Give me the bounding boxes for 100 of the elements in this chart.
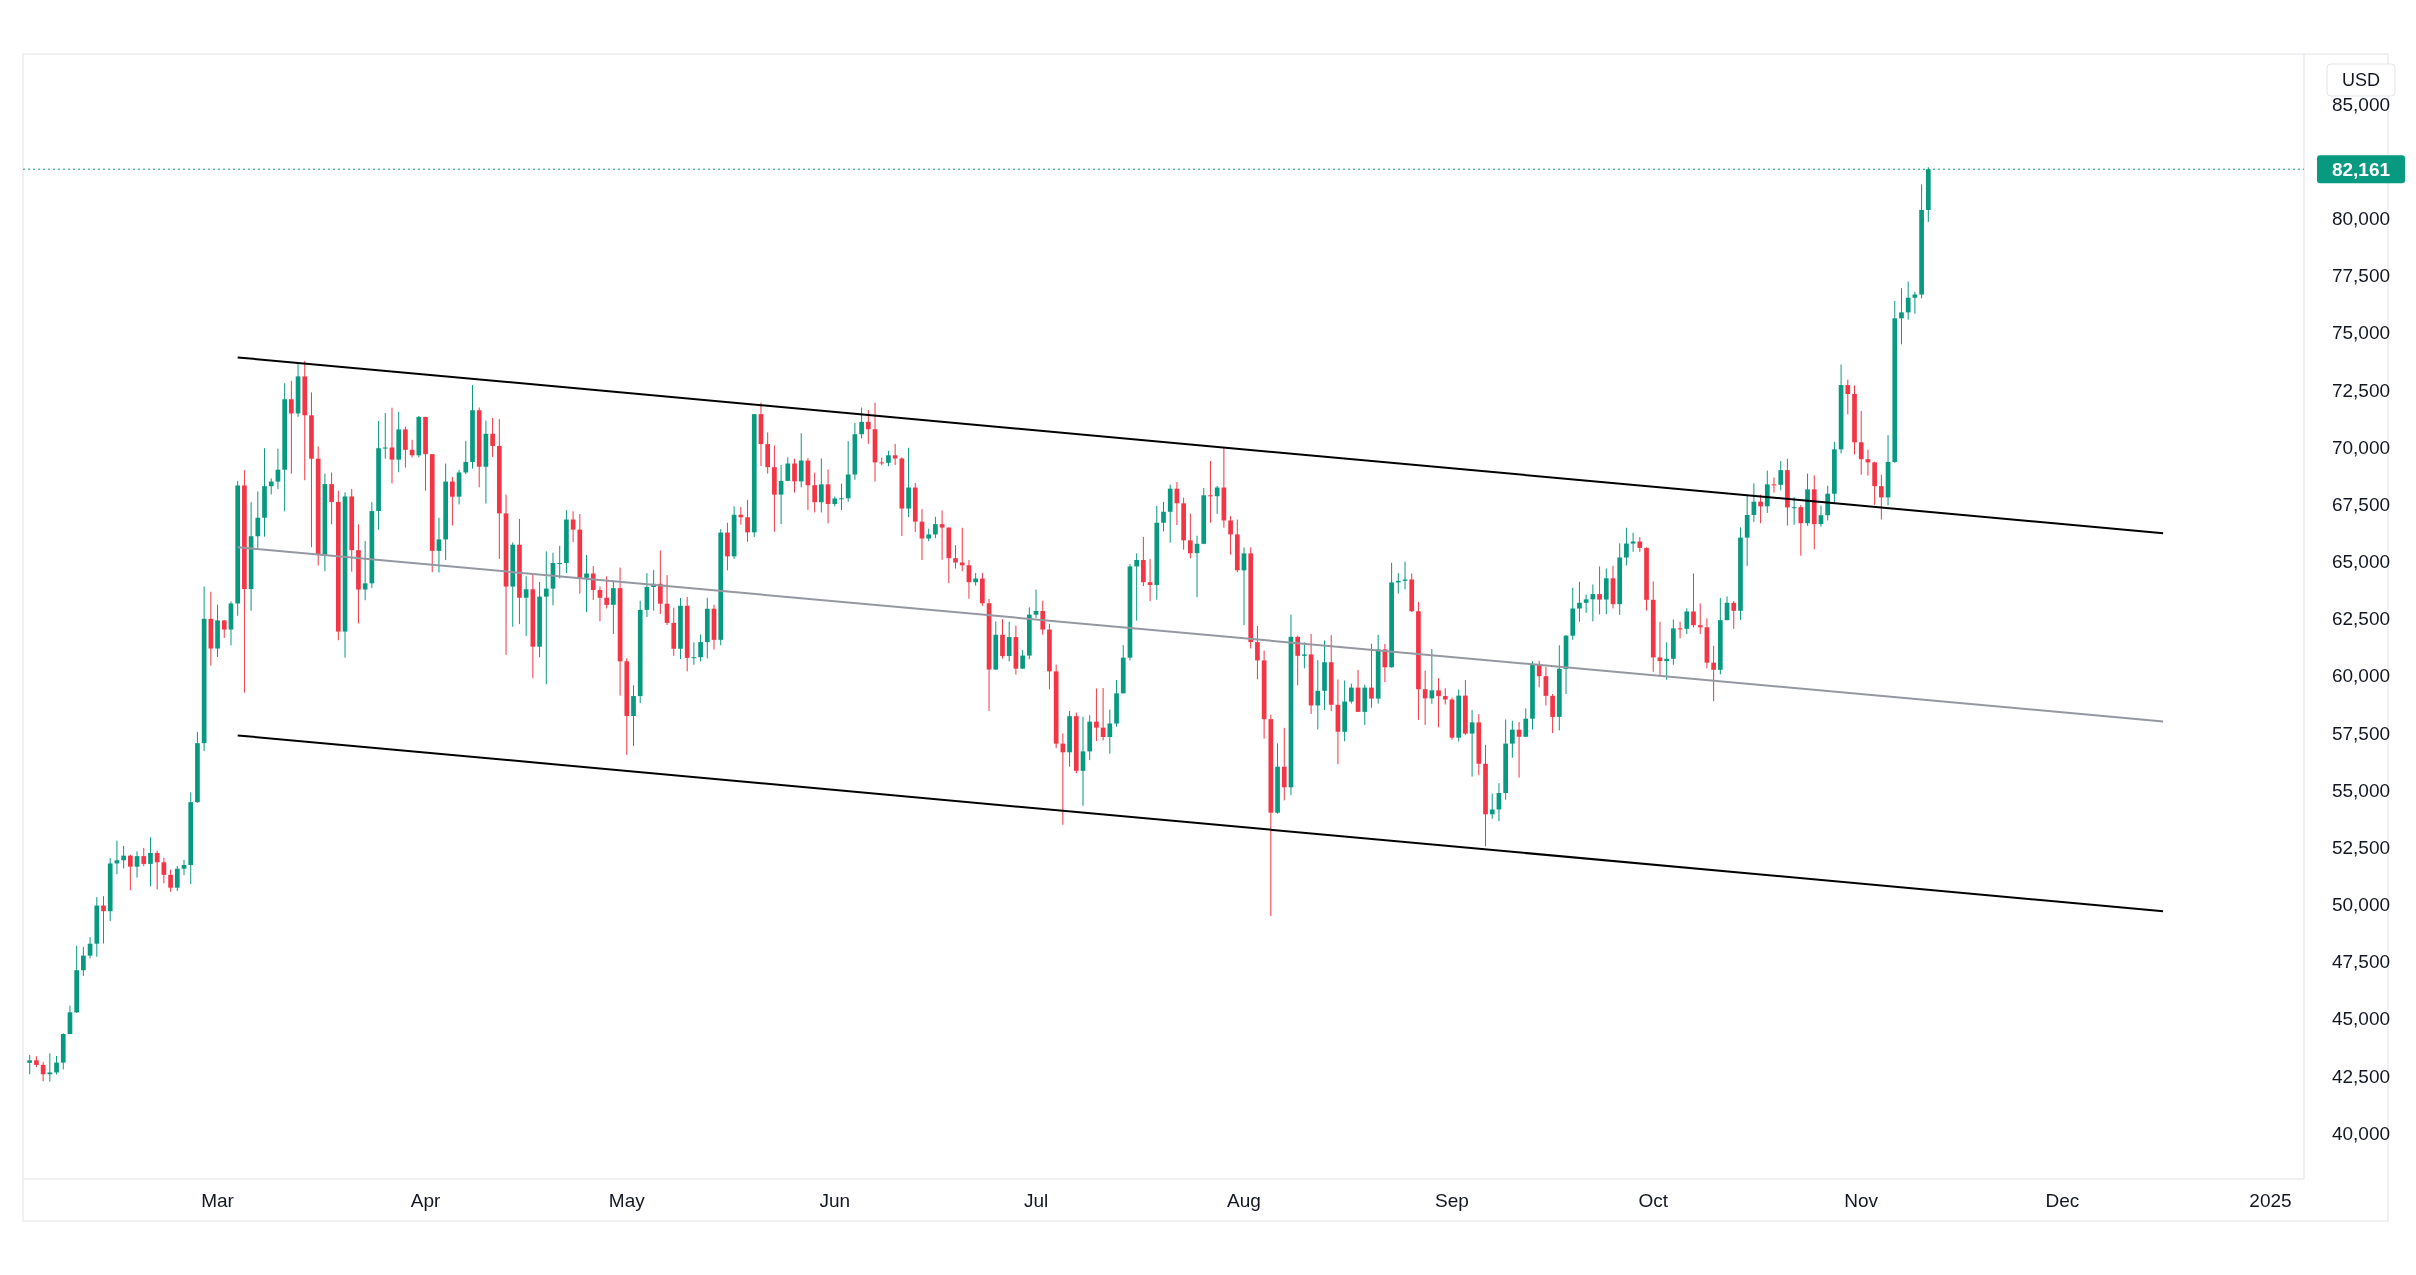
candlestick <box>798 432 804 488</box>
candlestick <box>1187 513 1193 559</box>
x-tick-label: Oct <box>1638 1189 1669 1211</box>
candlestick <box>47 1052 53 1083</box>
x-tick-label: Jul <box>1023 1189 1049 1211</box>
y-tick-label: 50,000 <box>2331 894 2391 916</box>
candlestick <box>255 490 261 549</box>
candlestick <box>329 471 334 525</box>
candlestick <box>27 1054 33 1075</box>
candlestick <box>611 580 616 635</box>
x-tick-label: Nov <box>1844 1189 1879 1211</box>
candlestick <box>1369 643 1374 709</box>
candlestick <box>1255 625 1260 680</box>
candlestick <box>1657 621 1663 677</box>
candlestick <box>1872 461 1877 506</box>
y-tick-label: 72,500 <box>2331 379 2391 401</box>
y-tick-label: 57,500 <box>2331 722 2391 744</box>
candlestick <box>584 554 589 613</box>
candlestick <box>54 1055 59 1075</box>
candlestick <box>604 575 610 609</box>
candlestick <box>1691 573 1696 628</box>
y-axis-title: USD <box>2341 70 2381 90</box>
candlestick <box>1040 600 1046 636</box>
candlestick <box>906 447 911 518</box>
candlestick <box>819 458 824 513</box>
y-tick-label: 52,500 <box>2331 836 2391 858</box>
candlestick <box>148 836 153 887</box>
candlestick <box>1402 561 1408 591</box>
candlestick <box>1094 688 1099 742</box>
candlestick <box>1778 460 1784 491</box>
candlestick <box>1624 527 1629 567</box>
candlestick <box>1141 536 1146 587</box>
candlestick <box>1684 607 1690 635</box>
candlestick <box>1583 594 1589 614</box>
candlestick <box>1161 501 1166 532</box>
candlestick <box>792 458 797 494</box>
candlestick <box>127 854 133 891</box>
candlestick <box>1597 565 1602 615</box>
candlestick <box>1899 287 1904 345</box>
candlestick <box>1845 379 1851 415</box>
y-tick-label: 80,000 <box>2331 208 2391 230</box>
candlestick <box>382 412 388 460</box>
candlestick <box>1000 618 1005 660</box>
candlestick <box>1744 495 1750 567</box>
candlestick <box>1436 677 1441 728</box>
candlestick <box>1577 581 1582 623</box>
y-tick-label: 65,000 <box>2331 551 2391 573</box>
candlestick <box>1147 558 1153 602</box>
candlestick <box>403 426 408 469</box>
candlestick <box>154 850 160 891</box>
candlestick <box>1798 504 1804 557</box>
candlestick <box>523 575 529 637</box>
candlestick <box>463 440 469 475</box>
y-tick-label: 42,500 <box>2331 1065 2391 1087</box>
candlestick <box>1134 552 1140 622</box>
candlestick <box>134 850 140 879</box>
candlestick <box>362 540 368 601</box>
candlestick <box>557 545 563 580</box>
candlestick <box>1033 589 1039 619</box>
y-tick-label: 47,500 <box>2331 951 2391 973</box>
candlestick <box>121 845 126 869</box>
candlestick <box>1697 602 1703 635</box>
candlestick <box>1764 470 1770 514</box>
candlestick <box>490 417 495 458</box>
candlestick <box>1228 515 1233 556</box>
candlestick <box>101 895 106 944</box>
candlestick <box>1664 641 1670 681</box>
candlestick <box>590 565 596 601</box>
candlestick <box>168 869 173 893</box>
x-tick-label: Aug <box>1227 1189 1261 1211</box>
candlestick <box>933 516 938 539</box>
candlestick <box>1295 635 1301 686</box>
candlestick <box>1349 683 1354 705</box>
candlestick <box>1302 641 1307 669</box>
candlestick <box>1858 410 1864 476</box>
x-tick-label: Dec <box>2045 1189 2080 1211</box>
x-tick-label: Apr <box>410 1189 441 1211</box>
candlestick <box>1208 460 1213 524</box>
candlestick <box>1214 485 1220 515</box>
candlestick <box>865 409 871 445</box>
candlestick <box>939 509 945 561</box>
x-tick-label: 2025 <box>2249 1189 2292 1211</box>
candlestick <box>859 407 864 439</box>
y-tick-label: 75,000 <box>2331 322 2391 344</box>
candlestick <box>1006 621 1012 663</box>
x-tick-label: Sep <box>1435 1189 1469 1211</box>
candlestick <box>1523 707 1529 738</box>
y-tick-label: 67,500 <box>2331 493 2391 515</box>
candlestick <box>174 865 180 892</box>
candlestick <box>745 499 750 543</box>
candlestick <box>1315 659 1321 730</box>
candlestick <box>725 522 730 571</box>
candlestick <box>1489 793 1495 820</box>
candlestick <box>631 684 636 747</box>
candlestick <box>1167 484 1173 544</box>
y-tick-label: 40,000 <box>2331 1122 2391 1144</box>
candlestick <box>1510 720 1515 759</box>
candlestick <box>1469 709 1475 778</box>
y-tick-label: 60,000 <box>2331 665 2391 687</box>
candlestick <box>181 859 187 876</box>
